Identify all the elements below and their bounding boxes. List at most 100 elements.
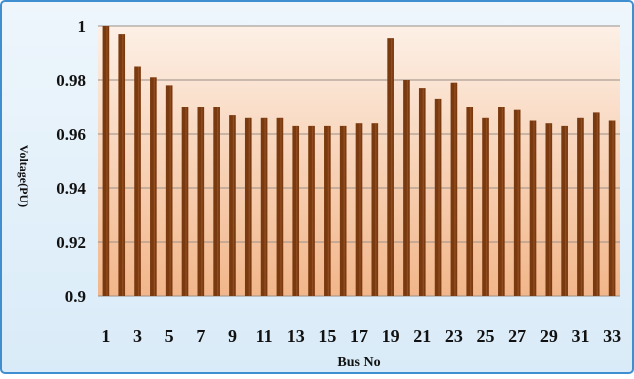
- bar-bus-24: [466, 107, 474, 296]
- bar-bus-10: [244, 117, 252, 296]
- bar-bus-8: [213, 107, 220, 296]
- bars: [102, 26, 616, 297]
- x-tick-label: 33: [603, 326, 621, 346]
- bar: [118, 34, 126, 296]
- bar: [229, 115, 236, 296]
- bar: [592, 112, 600, 297]
- y-tick-label: 0.92: [56, 233, 86, 252]
- bar-bus-13: [292, 125, 300, 297]
- bar-highlight: [375, 123, 377, 296]
- bar: [371, 123, 379, 296]
- bar-bus-33: [608, 120, 616, 296]
- bar-bus-1: [102, 26, 110, 296]
- bar-bus-15: [324, 125, 331, 297]
- bar: [260, 117, 268, 296]
- bar: [434, 98, 442, 297]
- bar-bus-26: [498, 107, 505, 296]
- bar: [498, 107, 505, 296]
- x-tick-label: 3: [133, 326, 142, 346]
- y-tick-label: 0.9: [65, 287, 86, 306]
- bar-highlight: [454, 82, 456, 296]
- x-tick-label: 11: [256, 326, 273, 346]
- bar: [608, 120, 616, 296]
- bar-bus-16: [339, 125, 347, 297]
- bar-highlight: [517, 109, 519, 296]
- bar-highlight: [264, 117, 266, 296]
- bar: [134, 66, 141, 296]
- bar-highlight: [390, 38, 393, 297]
- bar: [529, 120, 537, 296]
- y-axis-label: Voltage(PU): [17, 145, 31, 207]
- x-tick-label: 27: [508, 326, 526, 346]
- x-tick-label: 17: [350, 326, 368, 346]
- bar-bus-3: [134, 66, 141, 296]
- bar-highlight: [311, 125, 314, 297]
- bar-highlight: [153, 77, 156, 296]
- bar-highlight: [137, 66, 140, 296]
- x-tick-label: 25: [477, 326, 495, 346]
- bar-highlight: [422, 88, 424, 296]
- bar-bus-28: [529, 120, 537, 296]
- bar: [244, 117, 252, 296]
- bar-highlight: [596, 112, 598, 297]
- x-tick-label: 19: [382, 326, 400, 346]
- bar-highlight: [280, 117, 282, 296]
- bar-bus-18: [371, 123, 379, 296]
- bar-highlight: [501, 107, 504, 296]
- y-tick-label: 0.96: [56, 125, 86, 144]
- x-tick-label: 31: [571, 326, 589, 346]
- bar-bus-6: [181, 107, 189, 296]
- x-tick-label: 5: [165, 326, 174, 346]
- bar-bus-30: [561, 125, 568, 297]
- bar: [181, 107, 189, 296]
- x-tick-label: 1: [101, 326, 110, 346]
- bar-highlight: [296, 125, 298, 297]
- bar-bus-25: [482, 117, 489, 296]
- bar-highlight: [470, 107, 472, 296]
- x-tick-label: 13: [287, 326, 305, 346]
- bar-highlight: [359, 123, 361, 296]
- x-axis-label: Bus No: [337, 355, 380, 370]
- bar: [308, 125, 315, 297]
- bar-bus-27: [513, 109, 521, 296]
- bar-bus-2: [118, 34, 126, 296]
- bar-highlight: [612, 120, 614, 296]
- x-tick-label: 9: [228, 326, 237, 346]
- bar-highlight: [580, 117, 583, 296]
- bar-highlight: [201, 107, 203, 296]
- y-tick-label: 1: [78, 17, 87, 36]
- bar: [276, 117, 284, 296]
- bar: [292, 125, 300, 297]
- bar-bus-12: [276, 117, 284, 296]
- bar-bus-31: [577, 117, 584, 296]
- bar-highlight: [185, 107, 187, 296]
- bar: [403, 80, 410, 296]
- bar-bus-22: [434, 98, 442, 297]
- bar-bus-14: [308, 125, 315, 297]
- bar-highlight: [122, 34, 124, 296]
- bar-highlight: [106, 26, 108, 296]
- bar-bus-20: [403, 80, 410, 296]
- bar: [102, 26, 110, 296]
- bar-bus-7: [197, 107, 205, 296]
- bar: [418, 88, 426, 296]
- x-tick-label: 29: [540, 326, 558, 346]
- bar-bus-9: [229, 115, 236, 296]
- bar: [466, 107, 474, 296]
- bar: [577, 117, 584, 296]
- bar: [165, 85, 173, 297]
- bar: [150, 77, 157, 296]
- bar: [355, 123, 363, 296]
- bar: [450, 82, 458, 296]
- bar-highlight: [549, 123, 551, 296]
- bar-highlight: [232, 115, 235, 296]
- bar-highlight: [406, 80, 409, 296]
- bar: [213, 107, 220, 296]
- bar-bus-19: [387, 38, 394, 297]
- bar-bus-21: [418, 88, 426, 296]
- bar-bus-17: [355, 123, 363, 296]
- x-tick-labels: 1 3 5 7 9 11 13 15 17 19 21 23 25 27 29 31 33: [101, 326, 621, 346]
- x-tick-label: 15: [318, 326, 336, 346]
- bar-bus-5: [165, 85, 173, 297]
